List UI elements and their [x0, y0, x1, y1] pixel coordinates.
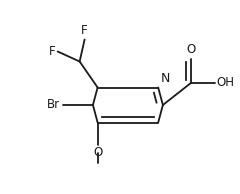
Text: F: F	[49, 45, 56, 58]
Text: O: O	[93, 146, 102, 158]
Text: O: O	[186, 43, 196, 56]
Text: N: N	[161, 73, 171, 86]
Text: OH: OH	[217, 76, 235, 89]
Text: Br: Br	[47, 99, 60, 112]
Text: F: F	[81, 24, 88, 37]
